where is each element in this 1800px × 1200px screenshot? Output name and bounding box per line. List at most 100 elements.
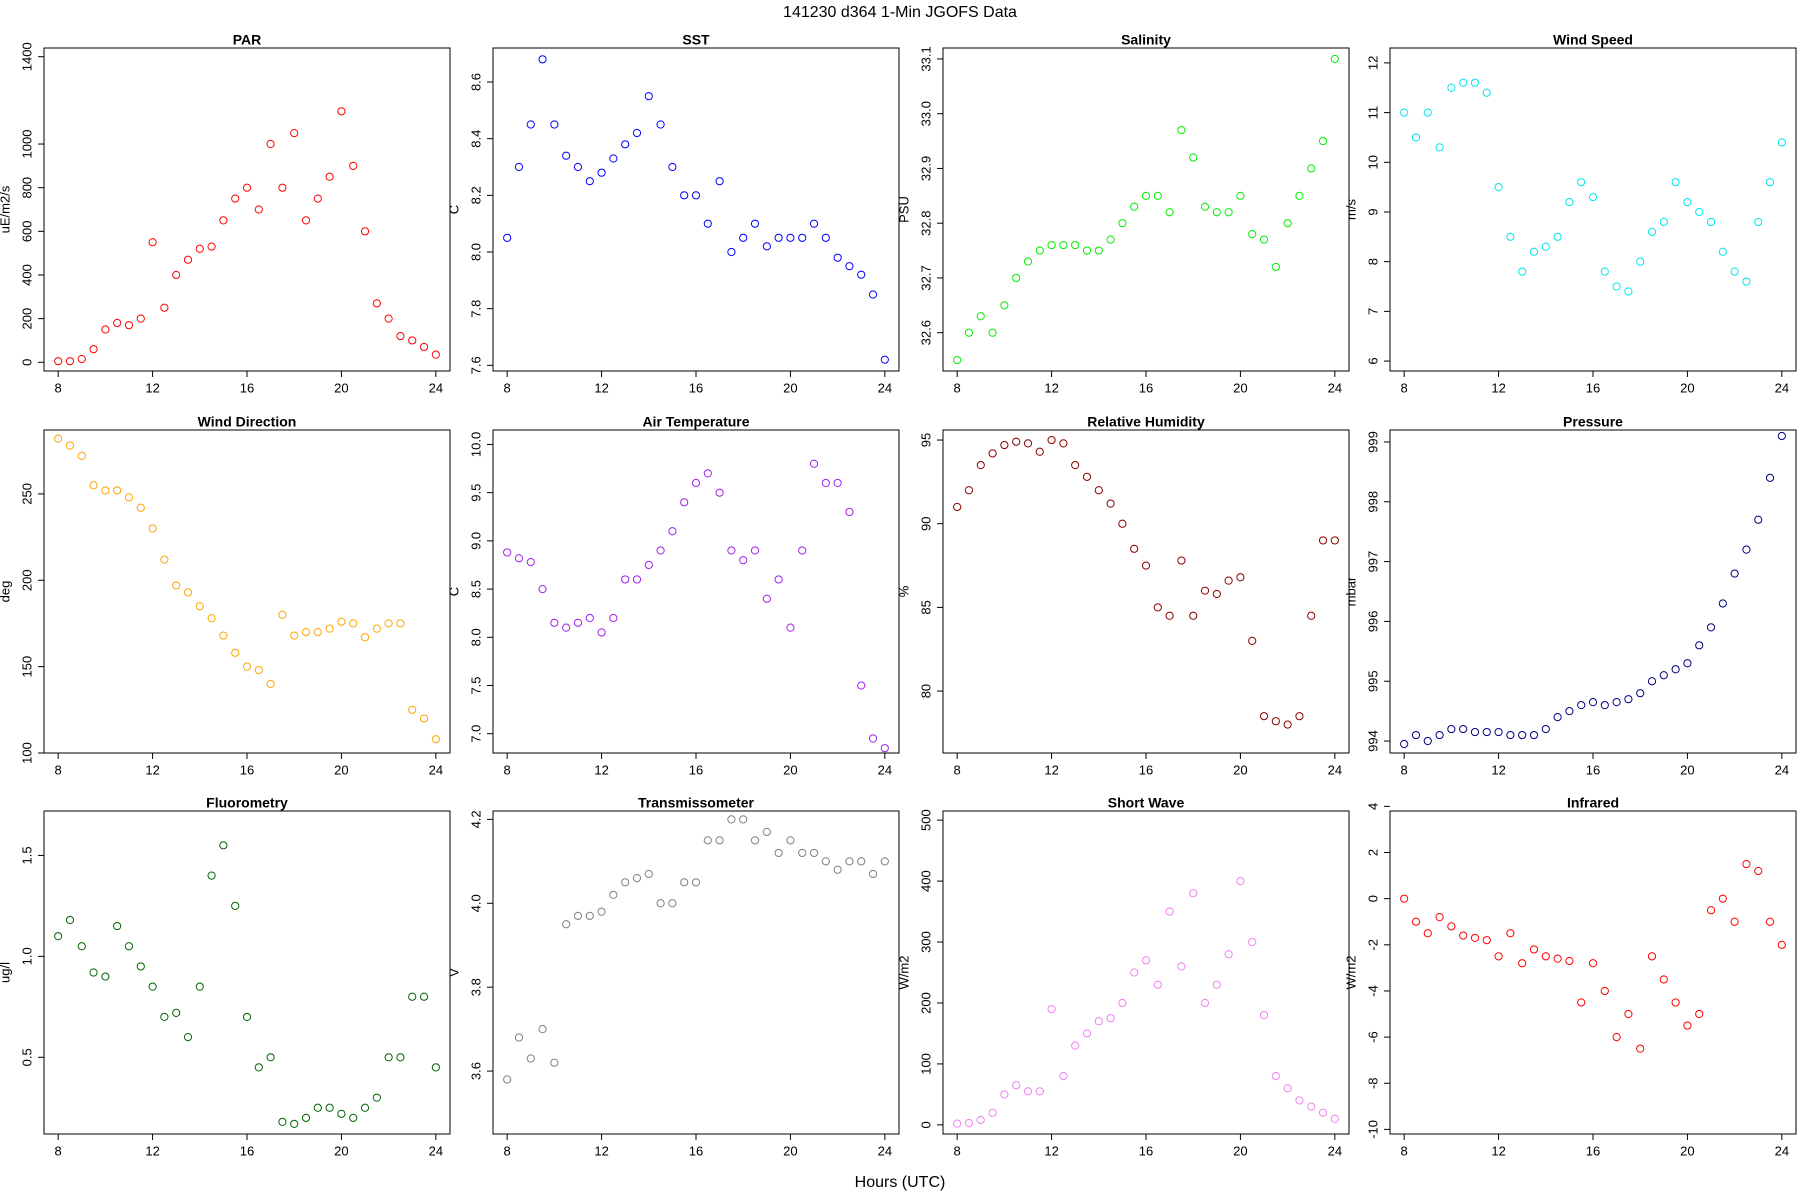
y-tick-label: 8.2 [468, 186, 483, 204]
y-tick-label: 1000 [19, 130, 34, 159]
data-point [1248, 937, 1257, 947]
data-point [1482, 936, 1491, 945]
data-point [1447, 922, 1456, 931]
data-point [254, 205, 263, 214]
y-tick-label: 250 [19, 483, 34, 505]
data-point [1118, 519, 1127, 528]
y-axis-label: PSU [896, 196, 911, 223]
data-point [1754, 217, 1763, 227]
data-point [1141, 956, 1151, 965]
y-tick-label: 100 [918, 1053, 933, 1075]
data-point [1423, 736, 1432, 746]
data-point [1647, 952, 1657, 961]
data-point [1082, 472, 1092, 481]
y-tick-label: 7.6 [468, 356, 483, 374]
data-point [609, 613, 618, 623]
y-axis-label: C [446, 587, 461, 596]
data-point [668, 162, 677, 172]
data-point [1000, 301, 1009, 310]
data-point [562, 623, 571, 632]
data-point [408, 992, 417, 1001]
data-point [1624, 695, 1633, 704]
data-point [77, 942, 86, 951]
x-tick-label: 24 [1775, 762, 1789, 777]
data-point [538, 55, 547, 64]
data-point [1248, 230, 1257, 239]
data-point [1600, 267, 1609, 276]
data-point [1636, 1044, 1645, 1053]
data-point [1130, 202, 1139, 211]
x-tick-label: 8 [1401, 380, 1408, 395]
y-tick-label: 80 [918, 684, 933, 698]
data-point [290, 129, 299, 138]
x-tick-label: 16 [1139, 380, 1153, 395]
data-point [195, 982, 204, 991]
data-point [1318, 136, 1328, 146]
y-tick-label: 8.0 [468, 243, 483, 261]
data-point [964, 1118, 974, 1128]
y-tick-label: 85 [918, 600, 933, 614]
data-point [1165, 208, 1174, 217]
x-tick-label: 20 [1680, 1143, 1694, 1158]
y-tick-label: 95 [918, 433, 933, 447]
data-point [1012, 437, 1021, 446]
data-point [313, 1103, 322, 1112]
data-point [988, 449, 997, 458]
y-tick-label: 300 [918, 931, 933, 953]
data-point [715, 488, 724, 497]
x-tick-label: 12 [1491, 1143, 1505, 1158]
panel-title: Wind Direction [198, 414, 297, 430]
data-point [1012, 1081, 1021, 1090]
data-point [219, 631, 228, 640]
y-tick-label: 8.0 [468, 628, 483, 646]
y-tick-label: 32.6 [918, 320, 933, 345]
data-point [1683, 1021, 1692, 1030]
data-point [1423, 929, 1432, 938]
data-point [845, 262, 854, 271]
data-point [1659, 217, 1668, 227]
data-point [1683, 659, 1692, 668]
x-tick-label: 8 [954, 1143, 961, 1158]
panel-title: Wind Speed [1553, 32, 1633, 48]
data-point [880, 744, 889, 753]
data-point [325, 1103, 334, 1112]
data-point [1588, 698, 1598, 707]
y-tick-label: 200 [19, 569, 34, 591]
data-point [65, 915, 75, 925]
data-point [207, 614, 216, 623]
data-point [703, 219, 712, 228]
data-point [821, 233, 830, 242]
data-point [514, 162, 524, 172]
x-tick-label: 24 [1328, 380, 1342, 395]
data-point [1295, 1096, 1304, 1105]
data-point [538, 1025, 547, 1034]
data-point [750, 836, 760, 845]
data-point [372, 1093, 381, 1102]
y-axis-label: W/m2 [896, 956, 911, 990]
data-point [1459, 78, 1468, 87]
data-point [1200, 202, 1210, 211]
data-point [514, 554, 524, 563]
data-point [1189, 153, 1198, 162]
data-point [762, 827, 771, 837]
data-point [1012, 273, 1021, 283]
x-tick-label: 16 [240, 762, 254, 777]
data-point [1047, 240, 1056, 250]
y-tick-label: 0 [918, 1121, 933, 1128]
plot-frame [492, 810, 900, 1135]
data-point [833, 253, 842, 262]
data-point [762, 594, 771, 603]
y-axis-label: uE/m2/s [0, 185, 12, 233]
x-tick-label: 8 [1401, 1143, 1408, 1158]
data-point [136, 503, 145, 512]
data-point [1212, 208, 1221, 217]
data-point [431, 1063, 440, 1072]
y-tick-label: 7.5 [468, 676, 483, 694]
data-point [1447, 724, 1456, 734]
data-point [597, 628, 606, 637]
data-point [431, 735, 440, 744]
data-point [691, 191, 701, 200]
y-tick-label: 150 [19, 656, 34, 678]
data-point [526, 120, 535, 129]
data-point [1177, 556, 1186, 565]
